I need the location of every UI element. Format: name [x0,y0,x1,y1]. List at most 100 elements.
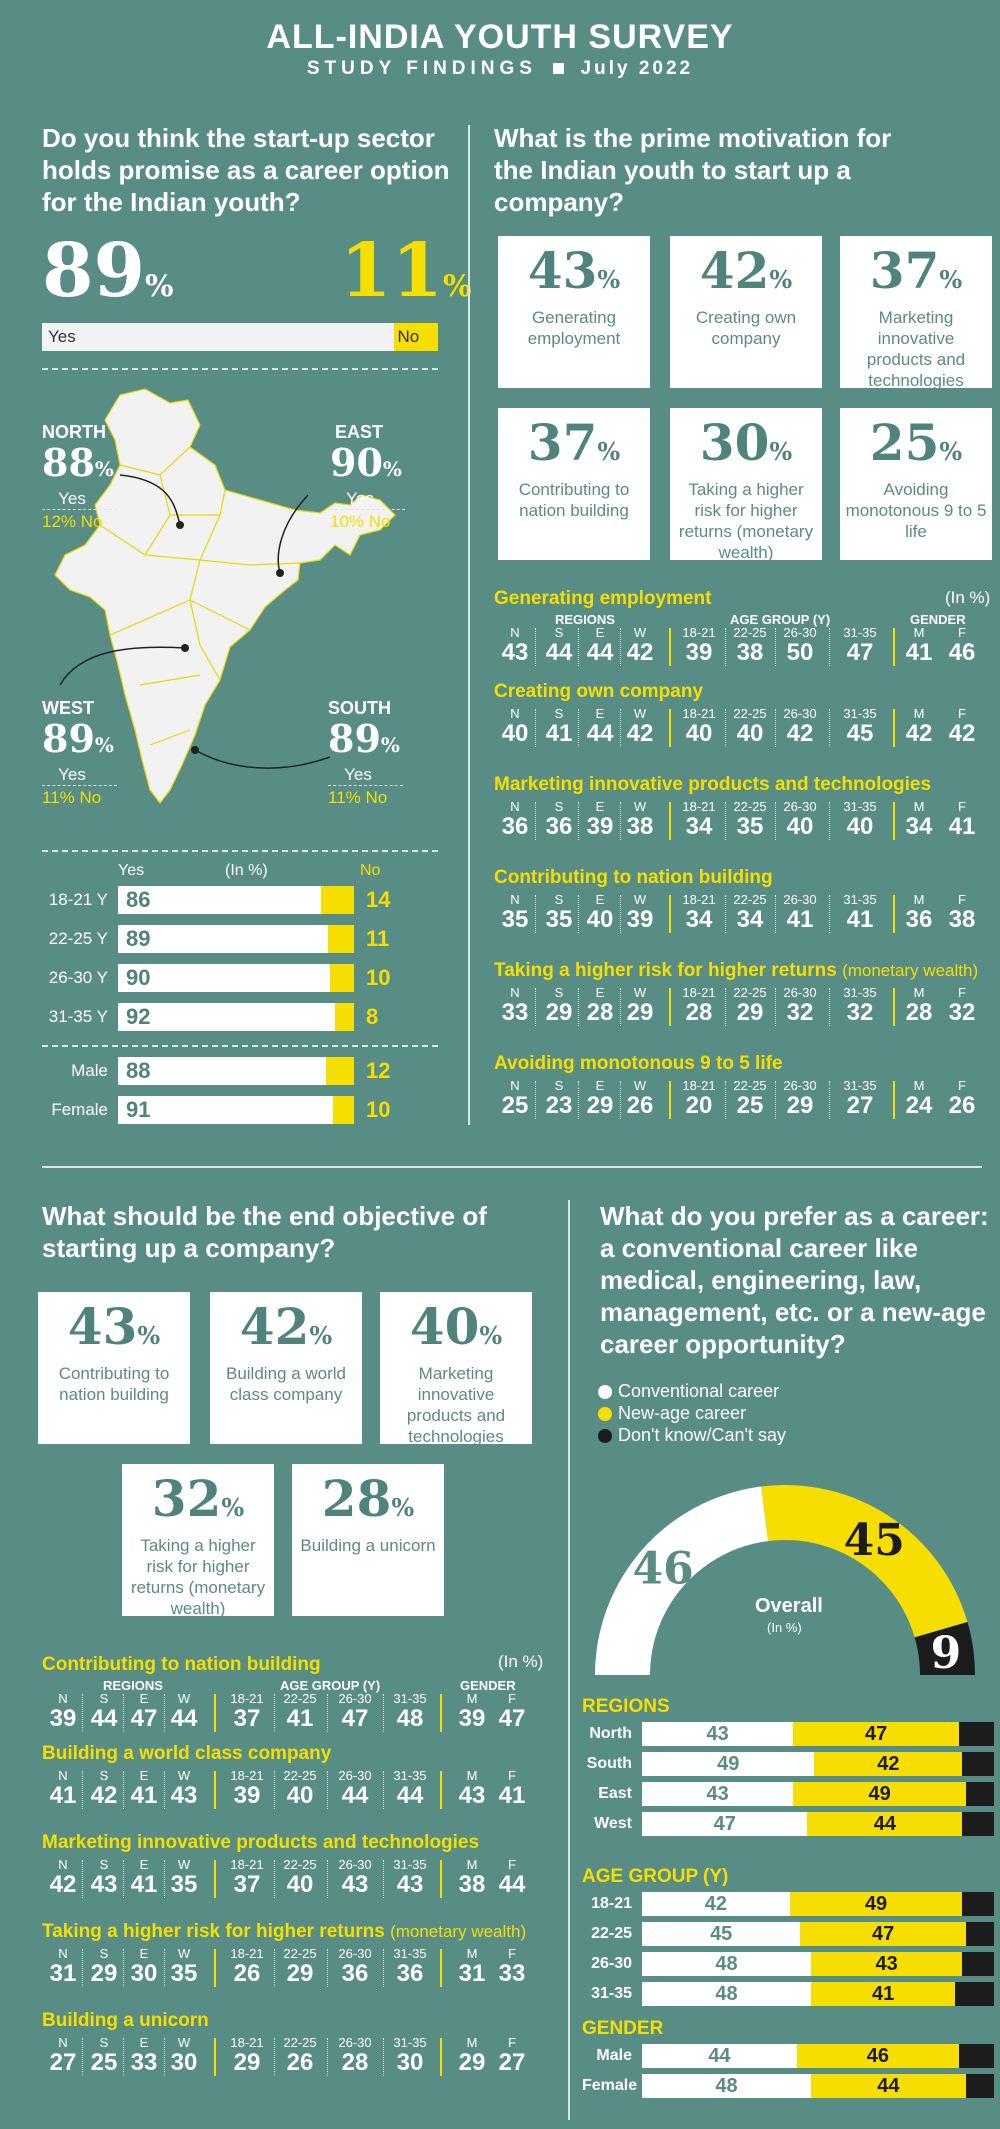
bars-yes-header: Yes [118,862,145,879]
bar-row: 18-21 Y 86 14 [42,886,442,914]
table-separator [82,1694,83,1732]
table-separator [669,895,671,933]
table-separator [893,895,895,933]
table-separator [829,709,830,747]
table-cell: F 41 [498,1768,526,1809]
table-row-title: Generating employment [494,588,712,609]
table-separator [669,1081,671,1119]
q2-unit: (In %) [945,588,991,607]
bar-row: Female 91 10 [42,1096,442,1124]
table-cell: 18-21 37 [230,1857,264,1898]
table-cell: S 35 [545,892,573,933]
page-subtitle: STUDY FINDINGS July 2022 [0,58,1000,80]
divider [42,368,438,370]
bar-no [332,1096,354,1124]
table-cell: W 35 [170,1946,198,1987]
table-separator [893,802,895,840]
south-leader-line [194,749,331,769]
region-west: WEST 89% Yes 11% No [42,698,142,808]
group-header: REGIONS [103,1678,163,1693]
table-separator [440,1771,442,1809]
stat-card: 42% Creating own company [670,236,822,388]
table-separator [82,1771,83,1809]
bar-no [335,1003,354,1031]
stat-card-label: Building a unicorn [300,1536,436,1555]
bar-no [320,886,354,914]
north-leader-line [119,474,181,526]
table-cell: F 41 [948,799,976,840]
stack-label: South [586,1755,632,1772]
table-cell: W 42 [626,625,654,666]
table-separator [327,2038,328,2076]
donut-conventional [595,1486,769,1675]
donut-conventional-label: 46 [632,1544,693,1595]
table-cell: 18-21 40 [682,706,716,747]
bar-no [328,925,354,953]
table-separator [669,709,671,747]
seg-conventional: 43 [642,1722,794,1746]
table-separator [214,1949,216,1987]
seg-dontknow [962,1892,994,1916]
table-cell: 22-25 38 [733,625,767,666]
bar-no-value: 11 [366,926,390,951]
table-separator [893,988,895,1026]
table-separator [327,1771,328,1809]
table-cell: F 42 [948,706,976,747]
stat-card-pct: 32% [151,1469,245,1528]
stat-card-pct: 30% [699,413,793,472]
seg-dontknow [962,1812,994,1836]
table-separator [440,1860,442,1898]
table-cell: 26-30 40 [783,799,817,840]
table-cell: 31-35 27 [843,1078,877,1119]
table-separator [440,2038,442,2076]
table-separator [578,802,579,840]
stat-card-pct: 28% [321,1469,415,1528]
bar-label: 22-25 Y [48,929,108,948]
group-header: AGE GROUP (Y) [730,612,831,627]
india-map [54,388,396,804]
table-cell: 26-30 28 [338,2035,372,2076]
seg-dontknow [955,1982,994,2006]
table-cell: F 32 [948,985,976,1026]
table-cell: M 41 [905,625,933,666]
table-separator [383,2038,384,2076]
stat-card-label: Contributing to nation building [58,1364,170,1404]
table-separator [669,802,671,840]
legend-dontknow: Don't know/Can't say [598,1424,786,1446]
table-cell: 31-35 44 [393,1768,427,1809]
bars-no-header: No [360,862,381,879]
table-cell: 26-30 47 [338,1691,372,1732]
table-cell: 22-25 40 [283,1768,317,1809]
table-separator [82,1949,83,1987]
table-cell: M 42 [905,706,933,747]
seg-newage: 44 [807,1812,963,1836]
table-cell: N 35 [501,892,529,933]
column-divider [568,1200,570,2120]
table-cell: 22-25 41 [283,1691,317,1732]
table-cell: W 44 [170,1691,198,1732]
table-separator [327,1949,328,1987]
table-separator [578,988,579,1026]
stat-card-pct: 37% [869,241,963,300]
table-cell: 26-30 42 [783,706,817,747]
table-cell: E 33 [130,2035,158,2076]
table-cell: 26-30 41 [783,892,817,933]
table-separator [725,628,726,666]
stat-card-label: Creating own company [695,308,797,348]
table-cell: 26-30 44 [338,1768,372,1809]
stack-bar: 42 49 [642,1892,994,1916]
table-cell: 22-25 34 [733,892,767,933]
bar-no-value: 12 [366,1058,391,1083]
stat-card-pct: 42% [239,1297,333,1356]
table-cell: N 41 [49,1768,77,1809]
table-cell: M 31 [458,1946,486,1987]
table-separator [725,1081,726,1119]
table-cell: W 42 [626,706,654,747]
table-cell: S 43 [90,1857,118,1898]
table-separator [383,1860,384,1898]
table-separator [214,1860,216,1898]
subtitle-study: STUDY FINDINGS [306,58,537,79]
table-cell: N 36 [501,799,529,840]
table-cell: 18-21 20 [682,1078,716,1119]
table-cell: E 29 [586,1078,614,1119]
